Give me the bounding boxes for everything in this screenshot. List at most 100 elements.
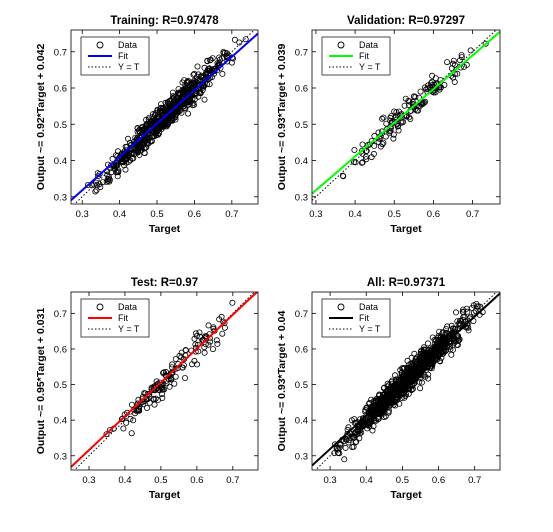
data-point — [105, 177, 112, 184]
y-axis-label: Output ~= 0.93*Target + 0.039 — [276, 44, 288, 191]
data-point — [422, 98, 429, 105]
data-point — [417, 357, 424, 364]
axes-box — [311, 29, 501, 205]
data-point — [152, 395, 159, 402]
data-point — [124, 152, 131, 159]
data-point — [426, 364, 433, 371]
y-tick-label: 0.3 — [295, 451, 308, 462]
data-point — [454, 341, 461, 348]
y-tick-label: 0.6 — [295, 84, 308, 95]
fit-line — [312, 292, 500, 467]
legend-label-fit: Fit — [359, 51, 369, 61]
data-point — [192, 341, 199, 348]
data-point — [431, 85, 438, 92]
data-point — [143, 140, 150, 147]
y-tick-label: 0.5 — [54, 380, 67, 391]
data-point — [482, 40, 489, 47]
y-tick-label: 0.5 — [54, 120, 67, 131]
data-point — [109, 155, 116, 162]
data-point — [368, 154, 375, 161]
data-point — [191, 80, 198, 87]
data-point — [432, 89, 439, 96]
data-point — [146, 399, 153, 406]
data-point — [213, 337, 220, 344]
data-point — [451, 79, 458, 86]
data-point — [205, 322, 212, 329]
data-point — [447, 343, 454, 350]
data-point — [127, 415, 134, 422]
data-point — [128, 430, 135, 437]
data-point — [130, 151, 137, 158]
data-point — [417, 371, 424, 378]
data-point — [358, 159, 365, 166]
y-tick-label: 0.4 — [295, 156, 308, 167]
data-point — [185, 110, 192, 117]
data-point — [381, 403, 388, 410]
data-point — [390, 135, 397, 142]
legend-label-fit: Fit — [359, 313, 369, 323]
data-point — [194, 63, 201, 70]
x-axis-label: Target — [149, 489, 181, 501]
data-point — [440, 334, 447, 341]
chart-title: Test: R=0.97 — [131, 277, 198, 289]
data-point — [436, 346, 443, 353]
data-point — [172, 116, 179, 123]
x-tick-label: 0.4 — [360, 475, 373, 486]
data-point — [467, 47, 474, 54]
x-tick-label: 0.5 — [154, 475, 167, 486]
y-tick-label: 0.4 — [54, 416, 67, 427]
data-point — [395, 127, 402, 134]
data-point — [219, 70, 226, 77]
data-point — [388, 397, 395, 404]
data-point — [475, 303, 482, 310]
data-point — [363, 147, 370, 154]
x-tick-label: 0.6 — [190, 475, 203, 486]
data-point — [359, 147, 366, 154]
data-point — [351, 146, 358, 153]
data-point — [389, 377, 396, 384]
data-point — [452, 325, 459, 332]
data-point — [134, 125, 141, 132]
data-point — [455, 320, 462, 327]
data-point — [368, 414, 375, 421]
chart-panel-4: 0.3 0.4 0.5 0.6 0.7 0.3 0.4 0.5 0.6 0.7 All: R=0.9… — [276, 277, 501, 501]
data-point — [130, 155, 137, 162]
data-point — [106, 178, 113, 185]
data-point — [199, 87, 206, 94]
data-point — [119, 158, 126, 165]
data-point — [444, 59, 451, 66]
axes-box — [70, 29, 259, 205]
data-point — [352, 428, 359, 435]
data-point — [465, 327, 472, 334]
data-point — [166, 383, 173, 390]
data-point — [191, 357, 198, 364]
data-point — [342, 444, 349, 451]
data-point — [188, 85, 195, 92]
data-point — [378, 408, 385, 415]
x-tick-label: 0.3 — [323, 475, 336, 486]
data-point — [426, 361, 433, 368]
data-point — [236, 39, 243, 46]
data-point — [408, 354, 415, 361]
data-point — [448, 351, 455, 358]
data-point — [429, 334, 436, 341]
y-tick-label: 0.6 — [54, 84, 67, 95]
data-point — [207, 338, 214, 345]
x-tick-label: 0.6 — [432, 475, 445, 486]
data-point — [209, 346, 216, 353]
x-tick-label: 0.5 — [396, 475, 409, 486]
data-point — [414, 107, 421, 114]
data-point — [463, 305, 470, 312]
data-point — [379, 115, 386, 122]
data-point — [426, 355, 433, 362]
data-point — [143, 404, 150, 411]
data-point — [443, 325, 450, 332]
y-tick-label: 0.5 — [295, 380, 308, 391]
data-point — [181, 374, 188, 381]
data-point — [151, 130, 158, 137]
data-point — [421, 99, 428, 106]
data-point — [445, 331, 452, 338]
data-point — [156, 387, 163, 394]
data-point — [454, 332, 461, 339]
